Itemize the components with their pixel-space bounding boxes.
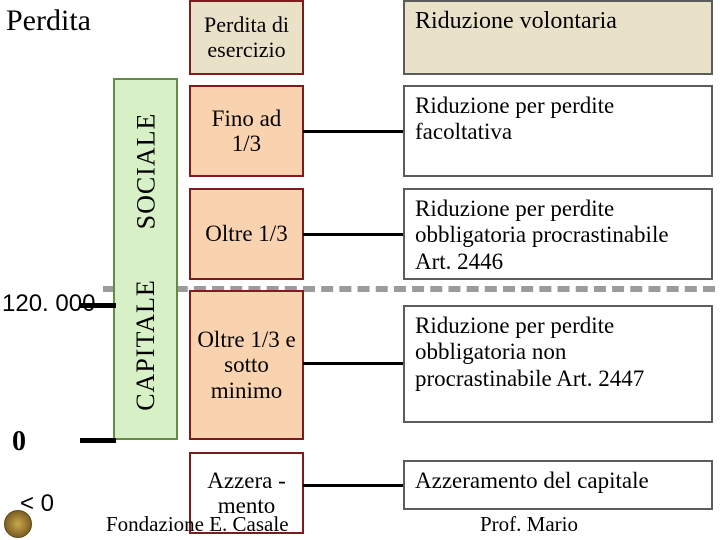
- footer-right: Prof. Mario: [480, 512, 578, 537]
- vtext-sociale-label: SOCIALE: [131, 113, 161, 230]
- label-0: 0: [12, 426, 26, 458]
- connector-3: [303, 362, 403, 365]
- connector-1: [303, 130, 403, 133]
- row3-left: Oltre 1/3 e sotto minimo: [189, 290, 304, 440]
- row3-right: Riduzione per perdite obbligatoria non p…: [403, 305, 713, 423]
- connector-4: [303, 484, 403, 487]
- col-left-header: Perdita di esercizio: [189, 0, 304, 75]
- tick-0: [80, 438, 116, 443]
- row2-left: Oltre 1/3: [189, 188, 304, 280]
- row4-right: Azzeramento del capitale: [403, 460, 713, 510]
- row1-right: Riduzione per perdite facoltativa: [403, 85, 713, 177]
- row1-left: Fino ad 1/3: [189, 85, 304, 177]
- row2-right: Riduzione per perdite obbligatoria procr…: [403, 188, 713, 280]
- vtext-capitale: CAPITALE: [132, 260, 160, 430]
- vtext-sociale: SOCIALE: [132, 86, 160, 256]
- footer-left: Fondazione E. Casale: [106, 512, 289, 537]
- logo-icon: [4, 510, 32, 538]
- connector-2: [303, 233, 403, 236]
- vtext-capitale-label: CAPITALE: [131, 279, 161, 411]
- col-right-header: Riduzione volontaria: [403, 0, 713, 75]
- page-title: Perdita: [6, 4, 91, 38]
- label-120: 120. 000: [2, 290, 95, 318]
